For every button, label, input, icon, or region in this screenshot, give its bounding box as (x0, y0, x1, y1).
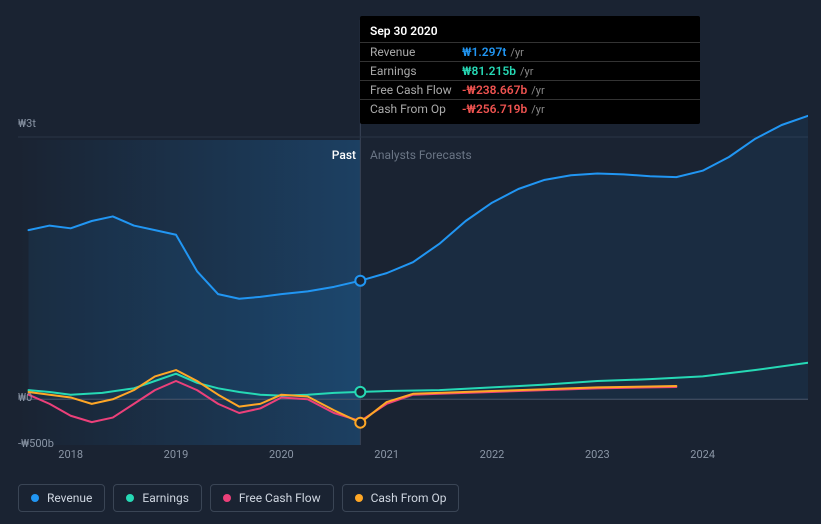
legend-dot-icon (355, 494, 363, 502)
tooltip-unit: /yr (531, 103, 544, 116)
legend-dot-icon (31, 494, 39, 502)
legend-item-revenue[interactable]: Revenue (18, 484, 105, 512)
tooltip-unit: /yr (531, 84, 544, 97)
tooltip-metric-value: -₩238.667b (462, 83, 527, 97)
chart-legend: Revenue Earnings Free Cash Flow Cash From O… (18, 484, 459, 512)
tooltip-row: Earnings₩81.215b/yr (360, 61, 700, 80)
tooltip-metric-label: Revenue (370, 45, 462, 59)
tooltip-metric-label: Earnings (370, 64, 462, 78)
tooltip-row: Free Cash Flow-₩238.667b/yr (360, 80, 700, 99)
tooltip-metric-value: -₩256.719b (462, 102, 527, 116)
x-axis-tick: 2024 (690, 448, 715, 461)
legend-item-earnings[interactable]: Earnings (113, 484, 202, 512)
legend-item-free-cash-flow[interactable]: Free Cash Flow (210, 484, 334, 512)
x-axis-tick: 2020 (269, 448, 294, 461)
x-axis-tick: 2021 (374, 448, 399, 461)
legend-label: Cash From Op (371, 491, 447, 505)
data-tooltip: Sep 30 2020 Revenue₩1.297t/yrEarnings₩81… (360, 16, 700, 124)
legend-dot-icon (223, 494, 231, 502)
tooltip-date: Sep 30 2020 (360, 22, 700, 42)
tooltip-row: Cash From Op-₩256.719b/yr (360, 99, 700, 118)
tooltip-row: Revenue₩1.297t/yr (360, 42, 700, 61)
forecast-section-label: Analysts Forecasts (370, 148, 472, 162)
x-axis-tick: 2019 (164, 448, 189, 461)
legend-label: Earnings (142, 491, 189, 505)
tooltip-metric-value: ₩81.215b (462, 64, 516, 78)
tooltip-unit: /yr (510, 46, 523, 59)
y-axis-tick: -₩500b (18, 437, 54, 450)
legend-dot-icon (126, 494, 134, 502)
tooltip-unit: /yr (520, 65, 533, 78)
x-axis-tick: 2018 (58, 448, 83, 461)
x-axis-tick: 2023 (585, 448, 610, 461)
legend-item-cash-from-op[interactable]: Cash From Op (342, 484, 460, 512)
legend-label: Revenue (47, 491, 92, 505)
tooltip-metric-label: Cash From Op (370, 102, 462, 116)
legend-label: Free Cash Flow (239, 491, 321, 505)
tooltip-metric-label: Free Cash Flow (370, 83, 462, 97)
y-axis-tick: ₩0 (18, 391, 32, 404)
tooltip-metric-value: ₩1.297t (462, 45, 506, 59)
past-section-label: Past (332, 148, 356, 162)
x-axis-tick: 2022 (480, 448, 505, 461)
y-axis-tick: ₩3t (18, 117, 36, 130)
